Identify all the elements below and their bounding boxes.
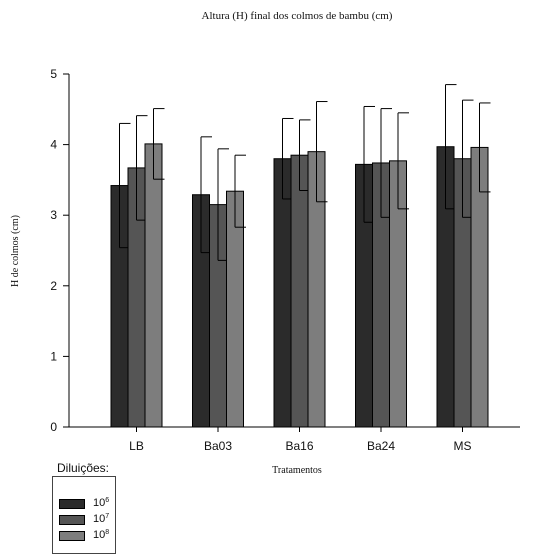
y-tick-label: 3 (50, 208, 57, 222)
x-tick-label: Ba24 (367, 439, 395, 453)
y-tick-label: 1 (50, 349, 57, 363)
bar (290, 154, 309, 428)
legend-label-base: 10 (93, 497, 106, 509)
y-tick-label: 0 (50, 420, 57, 434)
bar (144, 143, 163, 428)
chart-title: Altura (H) final dos colmos de bambu (cm… (202, 10, 393, 22)
legend-label: 106 (93, 497, 109, 509)
legend-label-exponent: 6 (105, 497, 110, 504)
plot-area: 0 1 2 3 4 5 LB Ba03 Ba16 Ba24 MS (50, 67, 520, 453)
legend-label: 108 (93, 529, 109, 541)
legend-label-exponent: 8 (105, 529, 110, 536)
legend-label-base: 10 (93, 513, 106, 525)
y-tick-label: 4 (50, 138, 57, 152)
legend-swatch (59, 515, 85, 525)
x-axis-label: Tratamentos (272, 465, 322, 476)
legend: 106 107 108 (52, 476, 116, 554)
y-tick-label: 5 (50, 67, 57, 81)
legend-label-base: 10 (93, 529, 106, 541)
legend-swatch (59, 499, 85, 509)
legend-label-exponent: 7 (105, 513, 110, 520)
legend-swatch (59, 531, 85, 541)
y-axis-label: H de colmos (cm) (10, 215, 21, 287)
x-tick-label: MS (454, 439, 472, 453)
x-tick-label: Ba03 (204, 439, 232, 453)
legend-title: Diluições: (56, 461, 111, 475)
y-tick-label: 2 (50, 279, 57, 293)
x-tick-label: LB (129, 439, 144, 453)
x-tick-label: Ba16 (285, 439, 313, 453)
legend-label: 107 (93, 513, 109, 525)
